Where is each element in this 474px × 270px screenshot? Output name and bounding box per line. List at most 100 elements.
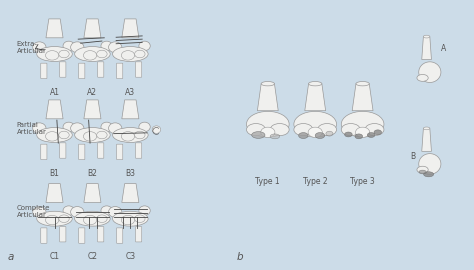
FancyBboxPatch shape (117, 63, 123, 79)
Text: A2: A2 (87, 88, 98, 97)
Ellipse shape (318, 124, 337, 136)
Ellipse shape (246, 111, 289, 137)
Ellipse shape (341, 124, 360, 136)
Ellipse shape (135, 215, 145, 222)
Ellipse shape (309, 82, 322, 86)
Ellipse shape (135, 131, 145, 139)
Ellipse shape (109, 42, 122, 53)
Text: A3: A3 (125, 88, 136, 97)
FancyBboxPatch shape (41, 63, 47, 79)
Polygon shape (46, 184, 63, 202)
Text: A1: A1 (49, 88, 60, 97)
Ellipse shape (109, 123, 122, 134)
Ellipse shape (37, 211, 72, 226)
Ellipse shape (419, 62, 441, 83)
Text: Type 2: Type 2 (303, 177, 328, 186)
Ellipse shape (367, 133, 375, 137)
Ellipse shape (315, 133, 325, 139)
Text: Type 3: Type 3 (350, 177, 375, 186)
Ellipse shape (46, 131, 59, 141)
Text: B1: B1 (50, 169, 59, 178)
Ellipse shape (59, 215, 69, 222)
Polygon shape (305, 84, 326, 111)
Ellipse shape (365, 124, 384, 136)
Ellipse shape (71, 42, 84, 53)
Ellipse shape (152, 126, 161, 133)
FancyBboxPatch shape (117, 228, 123, 243)
Ellipse shape (75, 127, 110, 143)
Ellipse shape (246, 124, 265, 136)
Ellipse shape (341, 111, 384, 137)
FancyBboxPatch shape (136, 143, 142, 158)
Ellipse shape (33, 123, 46, 134)
Polygon shape (84, 100, 101, 119)
Ellipse shape (139, 206, 150, 215)
Ellipse shape (109, 207, 122, 217)
Polygon shape (122, 100, 139, 119)
FancyBboxPatch shape (98, 227, 104, 242)
Ellipse shape (261, 82, 274, 86)
Ellipse shape (417, 166, 428, 173)
Ellipse shape (294, 111, 337, 137)
Ellipse shape (97, 131, 107, 139)
Ellipse shape (83, 215, 97, 225)
Ellipse shape (252, 131, 265, 138)
Polygon shape (84, 19, 101, 38)
Ellipse shape (113, 46, 148, 62)
Text: A: A (441, 44, 446, 53)
Text: a: a (7, 252, 13, 262)
Ellipse shape (270, 134, 280, 139)
FancyBboxPatch shape (136, 227, 142, 242)
Ellipse shape (121, 131, 135, 141)
Ellipse shape (59, 131, 69, 139)
FancyBboxPatch shape (117, 144, 123, 160)
Ellipse shape (37, 46, 72, 62)
Ellipse shape (299, 133, 308, 139)
Ellipse shape (63, 206, 74, 215)
Text: C3: C3 (125, 252, 136, 261)
Ellipse shape (139, 41, 150, 51)
Ellipse shape (417, 75, 428, 81)
Ellipse shape (113, 211, 148, 226)
Ellipse shape (71, 207, 84, 217)
Ellipse shape (63, 122, 74, 131)
Ellipse shape (101, 41, 112, 51)
Ellipse shape (101, 122, 112, 131)
Ellipse shape (33, 42, 46, 53)
Ellipse shape (308, 127, 322, 137)
Ellipse shape (37, 127, 72, 143)
Ellipse shape (46, 51, 59, 60)
Text: Complete
Articular: Complete Articular (17, 205, 50, 218)
Ellipse shape (424, 172, 434, 177)
Text: Extra-
Articular: Extra- Articular (17, 41, 46, 54)
Ellipse shape (75, 46, 110, 62)
Ellipse shape (135, 50, 145, 58)
Ellipse shape (75, 211, 110, 226)
Polygon shape (46, 100, 63, 119)
Ellipse shape (46, 215, 59, 225)
FancyBboxPatch shape (60, 62, 66, 77)
Ellipse shape (101, 206, 112, 215)
Ellipse shape (83, 131, 97, 141)
Polygon shape (257, 84, 278, 111)
Ellipse shape (294, 124, 313, 136)
Ellipse shape (356, 82, 369, 86)
Ellipse shape (423, 35, 430, 38)
Text: B: B (410, 152, 415, 161)
FancyBboxPatch shape (41, 144, 47, 160)
Ellipse shape (71, 123, 84, 134)
Ellipse shape (270, 124, 289, 136)
Polygon shape (84, 184, 101, 202)
FancyBboxPatch shape (79, 228, 85, 243)
Ellipse shape (326, 131, 333, 136)
Polygon shape (422, 36, 431, 59)
Polygon shape (422, 129, 431, 151)
Ellipse shape (419, 170, 426, 174)
Ellipse shape (97, 215, 107, 222)
Polygon shape (122, 19, 139, 38)
Text: B2: B2 (88, 169, 97, 178)
Ellipse shape (355, 134, 363, 139)
Ellipse shape (121, 51, 135, 60)
Polygon shape (46, 19, 63, 38)
FancyBboxPatch shape (79, 63, 85, 79)
